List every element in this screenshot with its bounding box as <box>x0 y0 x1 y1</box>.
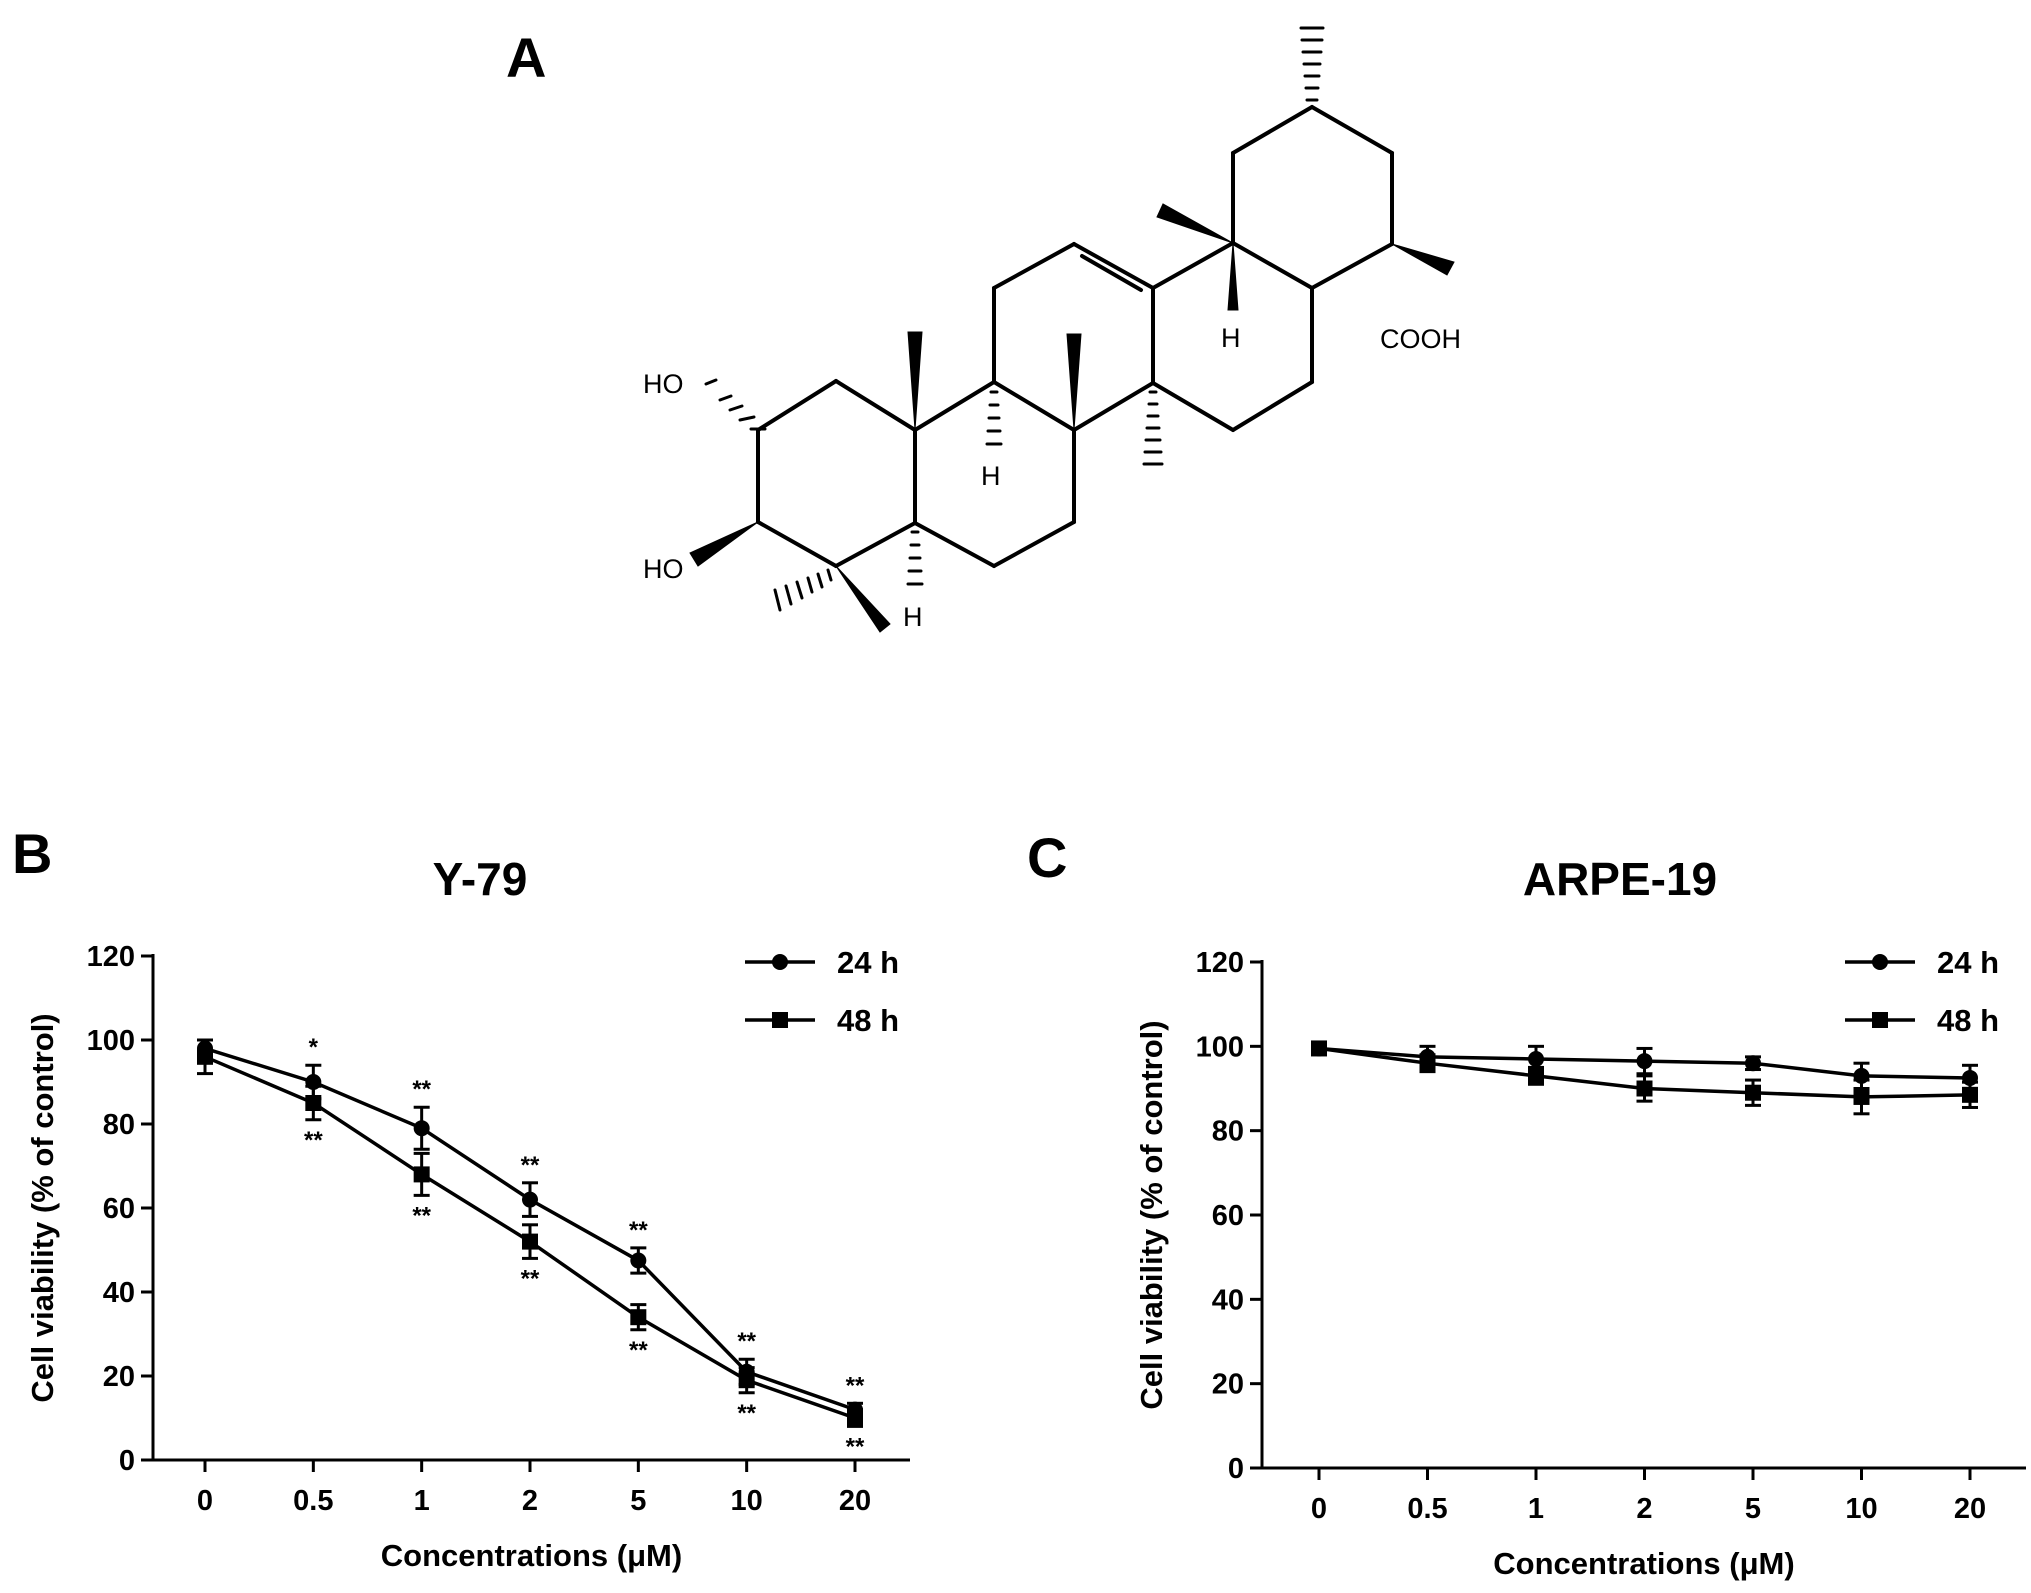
significance-marker: ** <box>412 1076 431 1103</box>
atom-label-h-ring-e: H <box>1221 323 1241 353</box>
y-tick-label: 100 <box>1196 1031 1244 1063</box>
data-point-48h <box>1853 1088 1870 1105</box>
data-point-24h <box>413 1120 430 1137</box>
y-tick-label: 20 <box>103 1361 135 1393</box>
data-point-48h <box>630 1309 647 1326</box>
y-tick-label: 120 <box>87 941 135 973</box>
y-tick-label: 60 <box>103 1193 135 1225</box>
y-tick-label: 40 <box>1212 1284 1244 1316</box>
y-tick-label: 100 <box>87 1025 135 1057</box>
data-point-24h <box>1745 1055 1761 1072</box>
data-point-24h <box>1528 1050 1544 1067</box>
data-point-48h <box>847 1410 863 1426</box>
x-tick-label: 0.5 <box>1407 1493 1447 1525</box>
x-tick-label: 20 <box>839 1485 871 1517</box>
legend-label-24h: 24 h <box>837 945 899 980</box>
data-point-48h <box>305 1095 322 1111</box>
y-tick-label: 80 <box>1212 1116 1244 1148</box>
legend-marker-24h <box>772 954 788 970</box>
y-tick-label: 40 <box>103 1277 135 1309</box>
data-point-24h <box>522 1191 538 1208</box>
significance-marker: ** <box>846 1433 865 1460</box>
x-tick-label: 0.5 <box>293 1485 333 1517</box>
x-tick-label: 2 <box>522 1485 538 1517</box>
significance-marker: ** <box>629 1337 648 1364</box>
significance-marker: ** <box>737 1400 756 1427</box>
legend-label-24h: 24 h <box>1937 945 1999 980</box>
y-axis-label: Cell viability (% of control) <box>1134 1020 1169 1409</box>
data-point-48h <box>413 1166 430 1183</box>
x-tick-label: 5 <box>630 1485 646 1517</box>
x-tick-label: 20 <box>1954 1493 1986 1525</box>
panel-label-b: B <box>12 822 53 885</box>
x-axis-label: Concentrations (μM) <box>1493 1546 1794 1581</box>
data-point-48h <box>1636 1080 1653 1097</box>
x-axis-label: Concentrations (μM) <box>381 1538 682 1573</box>
data-point-48h <box>1745 1084 1761 1101</box>
x-tick-label: 5 <box>1745 1493 1761 1525</box>
significance-marker: * <box>309 1034 319 1061</box>
y-axis-label: Cell viability (% of control) <box>25 1013 60 1402</box>
y-tick-label: 120 <box>1196 947 1244 979</box>
significance-marker: ** <box>304 1127 323 1154</box>
atom-label-h-ring-a: H <box>903 602 923 632</box>
x-tick-label: 1 <box>1528 1493 1544 1525</box>
significance-marker: ** <box>521 1152 540 1179</box>
y-tick-label: 0 <box>119 1445 135 1477</box>
x-tick-label: 0 <box>1311 1493 1327 1525</box>
y-tick-label: 60 <box>1212 1200 1244 1232</box>
chart-title-arpe19: ARPE-19 <box>1522 853 1718 905</box>
x-tick-label: 2 <box>1636 1493 1652 1525</box>
y-tick-label: 20 <box>1212 1369 1244 1401</box>
y-tick-label: 0 <box>1228 1453 1244 1485</box>
x-tick-label: 10 <box>731 1485 763 1517</box>
data-point-48h <box>1528 1067 1544 1084</box>
data-point-24h <box>1636 1053 1653 1070</box>
y-tick-label: 80 <box>103 1109 135 1141</box>
chemical-structure: HO HO H H H COOH <box>643 26 1461 633</box>
significance-marker: ** <box>412 1202 431 1229</box>
atom-label-ho-top: HO <box>643 369 684 399</box>
x-tick-label: 10 <box>1845 1493 1877 1525</box>
atom-label-cooh: COOH <box>1380 324 1461 354</box>
significance-marker: ** <box>629 1217 648 1244</box>
data-point-48h <box>197 1048 213 1065</box>
x-tick-label: 0 <box>197 1485 213 1517</box>
x-tick-label: 1 <box>414 1485 430 1517</box>
significance-marker: ** <box>521 1265 540 1292</box>
chart-title-y79: Y-79 <box>432 853 528 905</box>
panel-label-a: A <box>506 26 547 89</box>
panel-label-c: C <box>1027 826 1068 889</box>
legend-label-48h: 48 h <box>837 1003 899 1038</box>
data-point-48h <box>1962 1086 1978 1103</box>
legend-label-48h: 48 h <box>1937 1003 1999 1038</box>
data-point-48h <box>522 1233 538 1250</box>
legend-marker-48h <box>772 1012 788 1028</box>
legend-marker-48h <box>1872 1012 1888 1028</box>
atom-label-ho-bottom: HO <box>643 554 684 584</box>
data-point-48h <box>738 1372 755 1389</box>
significance-marker: ** <box>846 1372 865 1399</box>
significance-marker: ** <box>737 1328 756 1355</box>
data-point-24h <box>630 1252 647 1269</box>
atom-label-h-ring-b: H <box>981 461 1001 491</box>
legend-marker-24h <box>1872 954 1888 970</box>
data-point-48h <box>1419 1055 1436 1072</box>
data-point-48h <box>1311 1040 1327 1057</box>
